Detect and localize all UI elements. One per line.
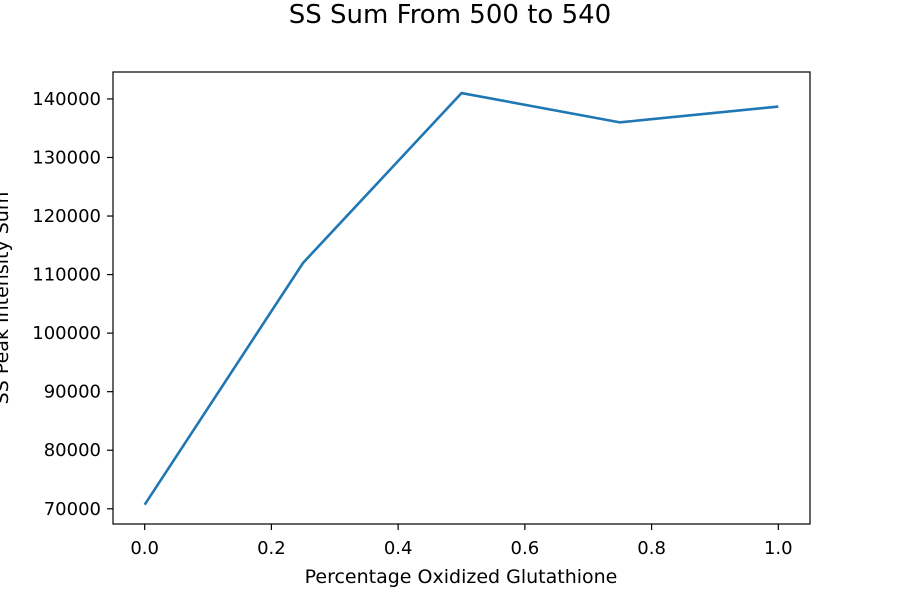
x-tick-label: 0.0	[130, 538, 159, 559]
y-axis-label: SS Peak Intensity Sum	[0, 192, 13, 405]
y-tick-label: 140000	[32, 89, 101, 110]
x-tick-label: 0.2	[257, 538, 286, 559]
chart-title: SS Sum From 500 to 540	[289, 0, 611, 30]
series-layer	[143, 91, 779, 506]
series-line	[143, 91, 779, 506]
y-tick-label: 100000	[32, 323, 101, 344]
y-tick-label: 80000	[44, 440, 101, 461]
y-tick-label: 70000	[44, 499, 101, 520]
y-axis: 70000 80000 90000 100000 110000 120000 130000 1…	[32, 89, 113, 520]
x-tick-label: 0.4	[384, 538, 413, 559]
y-tick-label: 120000	[32, 206, 101, 227]
y-tick-label: 110000	[32, 265, 101, 286]
x-tick-label: 0.6	[511, 538, 540, 559]
plot-area-frame	[112, 71, 811, 525]
x-axis: 0.0 0.2 0.4 0.6 0.8 1.0	[130, 524, 793, 559]
y-tick-label: 130000	[32, 147, 101, 168]
x-axis-label: Percentage Oxidized Glutathione	[305, 566, 618, 588]
x-tick-label: 0.8	[637, 538, 666, 559]
y-tick-label: 90000	[44, 382, 101, 403]
x-tick-label: 1.0	[764, 538, 793, 559]
